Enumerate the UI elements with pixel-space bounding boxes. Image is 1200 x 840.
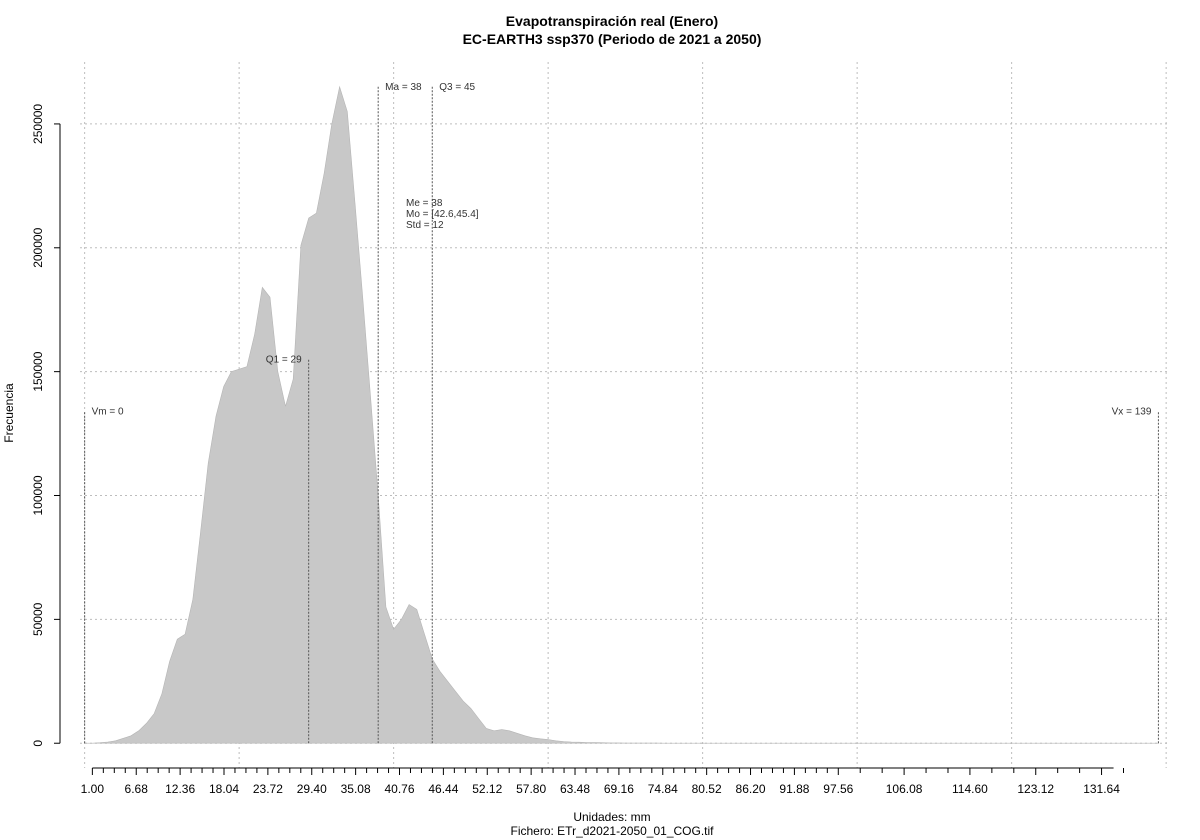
x-tick-label: 12.36 <box>165 782 195 796</box>
x-tick-label: 46.44 <box>428 782 458 796</box>
x-tick-label: 97.56 <box>823 782 853 796</box>
y-tick-label: 100000 <box>31 475 45 515</box>
y-tick-label: 150000 <box>31 351 45 391</box>
y-tick-label: 50000 <box>31 602 45 636</box>
x-tick-label: 69.16 <box>604 782 634 796</box>
x-tick-label: 40.76 <box>384 782 414 796</box>
x-tick-label: 74.84 <box>648 782 678 796</box>
x-tick-label: 57.80 <box>516 782 546 796</box>
y-axis-label: Frecuencia <box>2 383 16 443</box>
stat-line-label: Ma = 38 <box>385 82 422 93</box>
stat-line-label: Q3 = 45 <box>439 82 475 93</box>
std-label: Std = 12 <box>406 220 444 231</box>
x-tick-label: 1.00 <box>81 782 105 796</box>
y-tick-label: 0 <box>31 740 45 747</box>
axes: 0 50000 100000 150000 200000 250000 1.00 6.68 12… <box>31 104 1124 796</box>
histogram-area <box>83 85 1159 744</box>
x-tick-label: 106.08 <box>886 782 923 796</box>
stat-line-label: Vx = 139 <box>1112 406 1152 417</box>
x-tick-label: 18.04 <box>209 782 239 796</box>
x-tick-label: 52.12 <box>472 782 502 796</box>
y-tick-label: 200000 <box>31 227 45 267</box>
x-tick-label: 114.60 <box>952 782 988 796</box>
x-tick-label: 131.64 <box>1083 782 1120 796</box>
x-tick-label: 86.20 <box>736 782 766 796</box>
median-label: Me = 38 <box>406 198 443 209</box>
x-tick-label: 35.08 <box>341 782 371 796</box>
x-axis-label: Unidades: mm <box>573 810 650 824</box>
summary-statistics: Me = 38 Mo = [42.6,45.4] Std = 12 <box>406 198 479 231</box>
x-tick-label: 80.52 <box>692 782 722 796</box>
statistic-lines: Vm = 0 Q1 = 29 Ma = 38 Q3 = 45 Vx = 139 <box>84 82 1159 744</box>
stat-line-label: Q1 = 29 <box>266 354 302 365</box>
y-tick-label: 250000 <box>31 104 45 144</box>
stat-line-label: Vm = 0 <box>92 406 124 417</box>
x-tick-label: 123.12 <box>1017 782 1054 796</box>
x-tick-label: 6.68 <box>125 782 149 796</box>
histogram-area-layer <box>83 85 1159 744</box>
x-tick-label: 29.40 <box>297 782 327 796</box>
x-tick-label: 91.88 <box>779 782 809 796</box>
x-tick-label: 23.72 <box>253 782 283 796</box>
chart-title: Evapotranspiración real (Enero) <box>506 13 718 29</box>
mode-label: Mo = [42.6,45.4] <box>406 209 479 220</box>
file-name-label: Fichero: ETr_d2021-2050_01_COG.tif <box>511 824 715 838</box>
chart-subtitle: EC-EARTH3 ssp370 (Periodo de 2021 a 2050… <box>463 31 762 47</box>
x-tick-label: 63.48 <box>560 782 590 796</box>
